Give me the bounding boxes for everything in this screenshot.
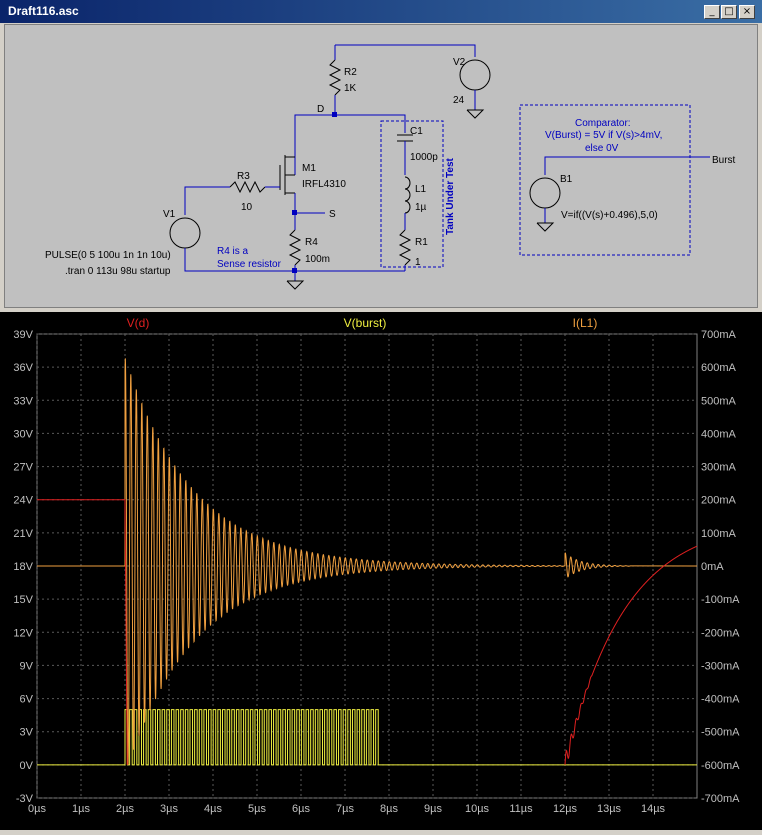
maximize-icon: □ bbox=[724, 6, 734, 17]
maximize-button[interactable]: □ bbox=[721, 5, 737, 19]
x-axis-tick-label: 9µs bbox=[424, 803, 442, 815]
left-axis-tick-label: -3V bbox=[16, 793, 34, 805]
left-axis-tick-label: 3V bbox=[20, 727, 34, 739]
waveform-plot[interactable]: 39V 36V 33V 30V 27V 24V 21V 18V 15V 12V 9V 6V 3V 0V -3… bbox=[0, 312, 762, 830]
minimize-icon: _ bbox=[709, 6, 715, 17]
right-axis-tick-label: -400mA bbox=[701, 694, 740, 706]
trace-label: V(burst) bbox=[344, 316, 387, 330]
left-axis-tick-label: 30V bbox=[13, 428, 33, 440]
left-axis-tick-label: 0V bbox=[20, 760, 34, 772]
schematic-canvas[interactable]: R2 1K V2 24 D C1 1000p M1 IRFL4310 R3 10… bbox=[4, 24, 758, 308]
tran-directive: .tran 0 113u 98u startup bbox=[65, 266, 171, 277]
v2-name: V2 bbox=[453, 57, 466, 68]
m1-name: M1 bbox=[302, 163, 316, 174]
r4-note-line2: Sense resistor bbox=[217, 259, 282, 270]
c1-name: C1 bbox=[410, 126, 423, 137]
r1-name: R1 bbox=[415, 237, 428, 248]
x-axis-tick-label: 0µs bbox=[28, 803, 46, 815]
right-axis-tick-label: -600mA bbox=[701, 760, 740, 772]
x-axis-tick-label: 2µs bbox=[116, 803, 134, 815]
x-axis-tick-label: 11µs bbox=[509, 803, 533, 815]
r2-value: 1K bbox=[344, 83, 357, 94]
b1-expression: V=if((V(s)+0.496),5,0) bbox=[561, 210, 658, 221]
x-axis-tick-label: 6µs bbox=[292, 803, 310, 815]
x-axis-tick-label: 13µs bbox=[597, 803, 622, 815]
r4-value: 100m bbox=[305, 254, 330, 265]
left-axis-tick-label: 39V bbox=[13, 329, 33, 341]
v1-name: V1 bbox=[163, 209, 176, 220]
v2-value: 24 bbox=[453, 95, 465, 106]
right-axis-tick-label: 100mA bbox=[701, 528, 737, 540]
trace-label: V(d) bbox=[127, 316, 150, 330]
left-axis-tick-label: 12V bbox=[13, 627, 33, 639]
right-axis-tick-label: 600mA bbox=[701, 362, 737, 374]
tank-note: Tank Under Test bbox=[445, 157, 456, 235]
right-axis-tick-label: -500mA bbox=[701, 727, 740, 739]
r3-value: 10 bbox=[241, 202, 253, 213]
x-axis-tick-label: 7µs bbox=[336, 803, 354, 815]
trace-i-l1 bbox=[37, 358, 698, 766]
window-title: Draft116.asc bbox=[8, 4, 79, 18]
window-titlebar[interactable]: Draft116.asc _ □ × bbox=[0, 0, 762, 23]
left-axis-tick-label: 33V bbox=[13, 395, 33, 407]
right-axis-tick-label: -200mA bbox=[701, 627, 740, 639]
r3-name: R3 bbox=[237, 171, 250, 182]
x-axis-tick-label: 12µs bbox=[553, 803, 578, 815]
c1-value: 1000p bbox=[410, 152, 438, 163]
node-d-label: D bbox=[317, 104, 324, 115]
right-axis-tick-label: -100mA bbox=[701, 594, 740, 606]
x-axis-tick-label: 10µs bbox=[465, 803, 490, 815]
close-icon: × bbox=[742, 6, 752, 17]
left-axis-tick-label: 24V bbox=[13, 495, 33, 507]
pane-divider[interactable] bbox=[0, 309, 762, 312]
b1-name: B1 bbox=[560, 174, 573, 185]
minimize-button[interactable]: _ bbox=[704, 5, 720, 19]
r2-name: R2 bbox=[344, 67, 357, 78]
comparator-note-line1: Comparator: bbox=[575, 118, 631, 129]
pulse-directive: PULSE(0 5 100u 1n 1n 10u) bbox=[45, 250, 171, 261]
left-axis-tick-label: 27V bbox=[13, 462, 33, 474]
r4-note-line1: R4 is a bbox=[217, 246, 249, 257]
left-axis-tick-label: 9V bbox=[20, 660, 34, 672]
comparator-note-line3: else 0V bbox=[585, 143, 619, 154]
m1-value: IRFL4310 bbox=[302, 179, 346, 190]
close-button[interactable]: × bbox=[739, 5, 755, 19]
left-axis-tick-label: 15V bbox=[13, 594, 33, 606]
node-burst-label: Burst bbox=[712, 155, 736, 166]
right-axis-tick-label: -700mA bbox=[701, 793, 740, 805]
comparator-note-line2: V(Burst) = 5V if V(s)>4mV, bbox=[545, 130, 662, 141]
right-axis-tick-label: -300mA bbox=[701, 660, 740, 672]
node-s-label: S bbox=[329, 209, 336, 220]
left-axis-tick-label: 36V bbox=[13, 362, 33, 374]
trace-label: I(L1) bbox=[573, 316, 598, 330]
left-axis-tick-label: 6V bbox=[20, 694, 34, 706]
trace-v-burst bbox=[37, 709, 697, 766]
right-axis-tick-label: 0mA bbox=[701, 561, 724, 573]
right-axis-tick-label: 400mA bbox=[701, 428, 737, 440]
trace-v-d-initial bbox=[37, 499, 128, 765]
x-axis-tick-label: 1µs bbox=[72, 803, 90, 815]
left-axis-tick-label: 21V bbox=[13, 528, 33, 540]
r1-value: 1 bbox=[415, 257, 421, 268]
left-axis-tick-label: 18V bbox=[13, 561, 33, 573]
right-axis-tick-label: 300mA bbox=[701, 462, 737, 474]
l1-value: 1µ bbox=[415, 202, 427, 213]
x-axis-tick-label: 4µs bbox=[204, 803, 222, 815]
trace-v-d-recovery bbox=[564, 545, 698, 765]
x-axis-tick-label: 5µs bbox=[248, 803, 266, 815]
waveform-svg: 39V 36V 33V 30V 27V 24V 21V 18V 15V 12V 9V 6V 3V 0V -3… bbox=[13, 316, 740, 815]
x-axis-tick-label: 8µs bbox=[380, 803, 398, 815]
schematic-svg: R2 1K V2 24 D C1 1000p M1 IRFL4310 R3 10… bbox=[45, 44, 736, 290]
right-axis-tick-label: 500mA bbox=[701, 395, 737, 407]
x-axis-tick-label: 14µs bbox=[641, 803, 666, 815]
right-axis-tick-label: 700mA bbox=[701, 329, 737, 341]
right-axis-tick-label: 200mA bbox=[701, 495, 737, 507]
r4-name: R4 bbox=[305, 237, 318, 248]
l1-name: L1 bbox=[415, 184, 427, 195]
x-axis-tick-label: 3µs bbox=[160, 803, 178, 815]
